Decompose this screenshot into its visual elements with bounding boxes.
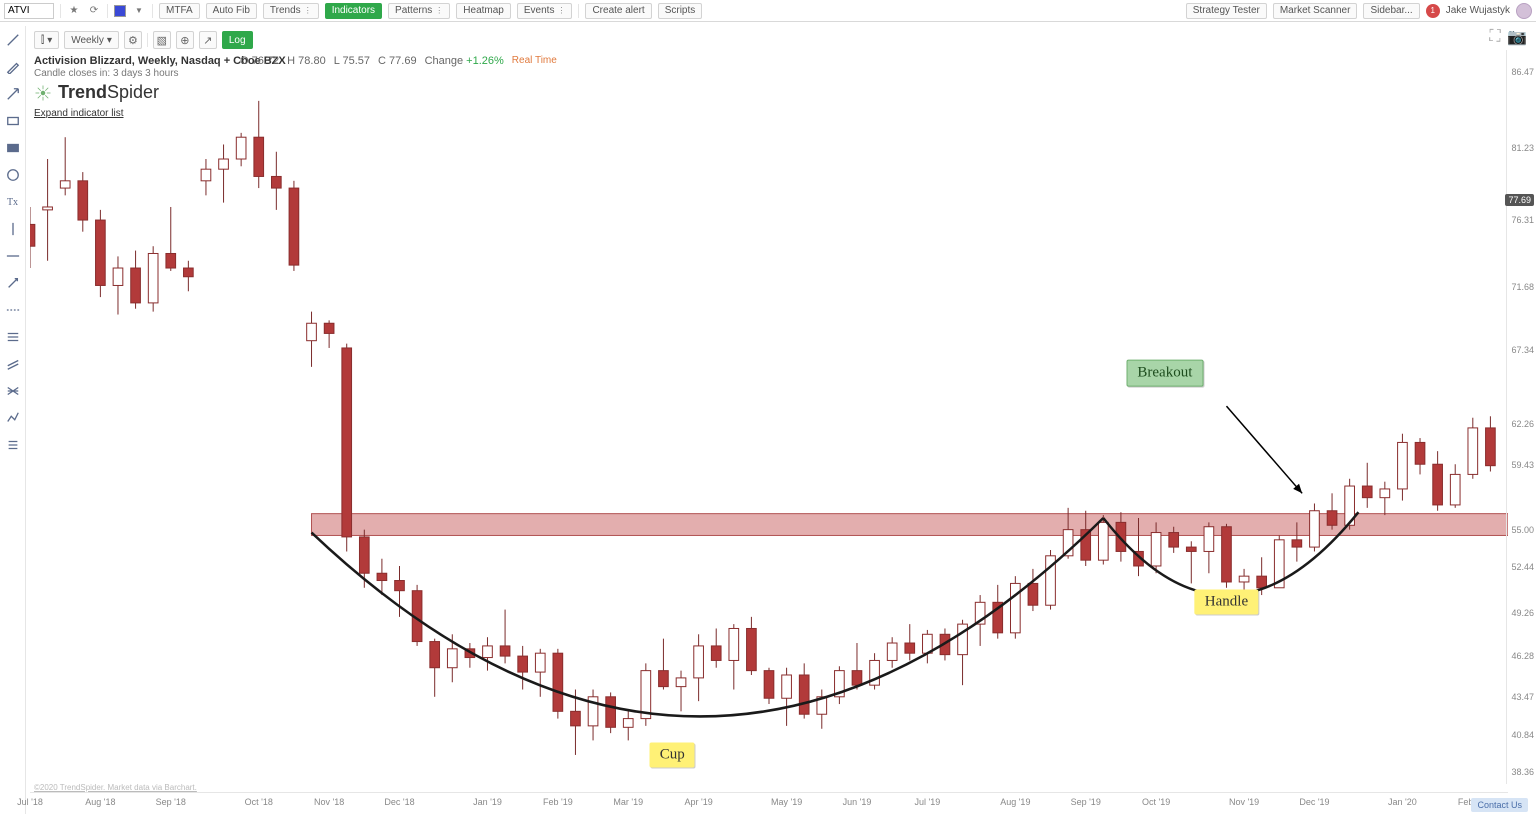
arrow-tool-icon[interactable]: [5, 86, 21, 102]
symbol-input[interactable]: [4, 3, 54, 19]
timeframe-button[interactable]: Weekly▾: [64, 31, 119, 49]
pencil-tool-icon[interactable]: [5, 59, 21, 75]
rect-fill-tool-icon[interactable]: [5, 140, 21, 156]
trends-button[interactable]: Trends⋮: [263, 3, 319, 19]
chart-type-button[interactable]: ⫿▾: [34, 31, 59, 49]
strategy-tester-button[interactable]: Strategy Tester: [1186, 3, 1267, 19]
patterns-button[interactable]: Patterns⋮: [388, 3, 450, 19]
fib-tool-icon[interactable]: [5, 329, 21, 345]
copyright: ©2020 TrendSpider. Market data via Barch…: [34, 783, 197, 792]
heatmap-button[interactable]: Heatmap: [456, 3, 511, 19]
color-caret-icon[interactable]: ▼: [132, 4, 146, 18]
username[interactable]: Jake Wujastyk: [1446, 5, 1510, 16]
vline-tool-icon[interactable]: [5, 221, 21, 237]
refresh-icon[interactable]: ⟳: [87, 4, 101, 18]
autofib-button[interactable]: Auto Fib: [206, 3, 257, 19]
settings-icon[interactable]: ⚙: [124, 31, 142, 49]
annotation-handle[interactable]: Handle: [1195, 590, 1258, 615]
annotation-breakout[interactable]: Breakout: [1126, 359, 1203, 386]
tool-b-icon[interactable]: ↗: [199, 31, 217, 49]
pitchfork-tool-icon[interactable]: [5, 383, 21, 399]
date-axis[interactable]: Jul '18Aug '18Sep '18Oct '18Nov '18Dec '…: [30, 792, 1508, 814]
sidebar-button[interactable]: Sidebar...: [1363, 3, 1419, 19]
events-button[interactable]: Events⋮: [517, 3, 573, 19]
create-alert-button[interactable]: Create alert: [585, 3, 651, 19]
notification-badge[interactable]: 1: [1426, 4, 1440, 18]
scripts-button[interactable]: Scripts: [658, 3, 703, 19]
hline-tool-icon[interactable]: [5, 248, 21, 264]
rect-tool-icon[interactable]: [5, 113, 21, 129]
price-axis[interactable]: 86.4781.2377.6976.3171.6867.3462.2659.43…: [1506, 50, 1536, 784]
text-tool-icon[interactable]: Tx: [5, 194, 21, 210]
market-scanner-button[interactable]: Market Scanner: [1273, 3, 1358, 19]
crosshair-icon[interactable]: ⊕: [176, 31, 194, 49]
channel-tool-icon[interactable]: [5, 356, 21, 372]
tool-a-icon[interactable]: ▧: [153, 31, 171, 49]
star-icon[interactable]: ★: [67, 4, 81, 18]
price-chart[interactable]: [30, 50, 1508, 784]
contact-us-button[interactable]: Contact Us: [1471, 798, 1528, 812]
zigzag-tool-icon[interactable]: [5, 410, 21, 426]
avatar[interactable]: [1516, 3, 1532, 19]
hline2-tool-icon[interactable]: [5, 302, 21, 318]
more-tool-icon[interactable]: [5, 437, 21, 453]
trendline-tool-icon[interactable]: [5, 32, 21, 48]
color-swatch[interactable]: [114, 5, 126, 17]
annotation-cup[interactable]: Cup: [650, 742, 695, 767]
marker-tool-icon[interactable]: [5, 275, 21, 291]
mtfa-button[interactable]: MTFA: [159, 3, 200, 19]
circle-tool-icon[interactable]: [5, 167, 21, 183]
indicators-button[interactable]: Indicators: [325, 3, 382, 19]
log-scale-button[interactable]: Log: [222, 31, 253, 49]
camera-icon[interactable]: 📷: [1510, 30, 1524, 44]
fullscreen-icon[interactable]: ⛶: [1488, 30, 1502, 44]
